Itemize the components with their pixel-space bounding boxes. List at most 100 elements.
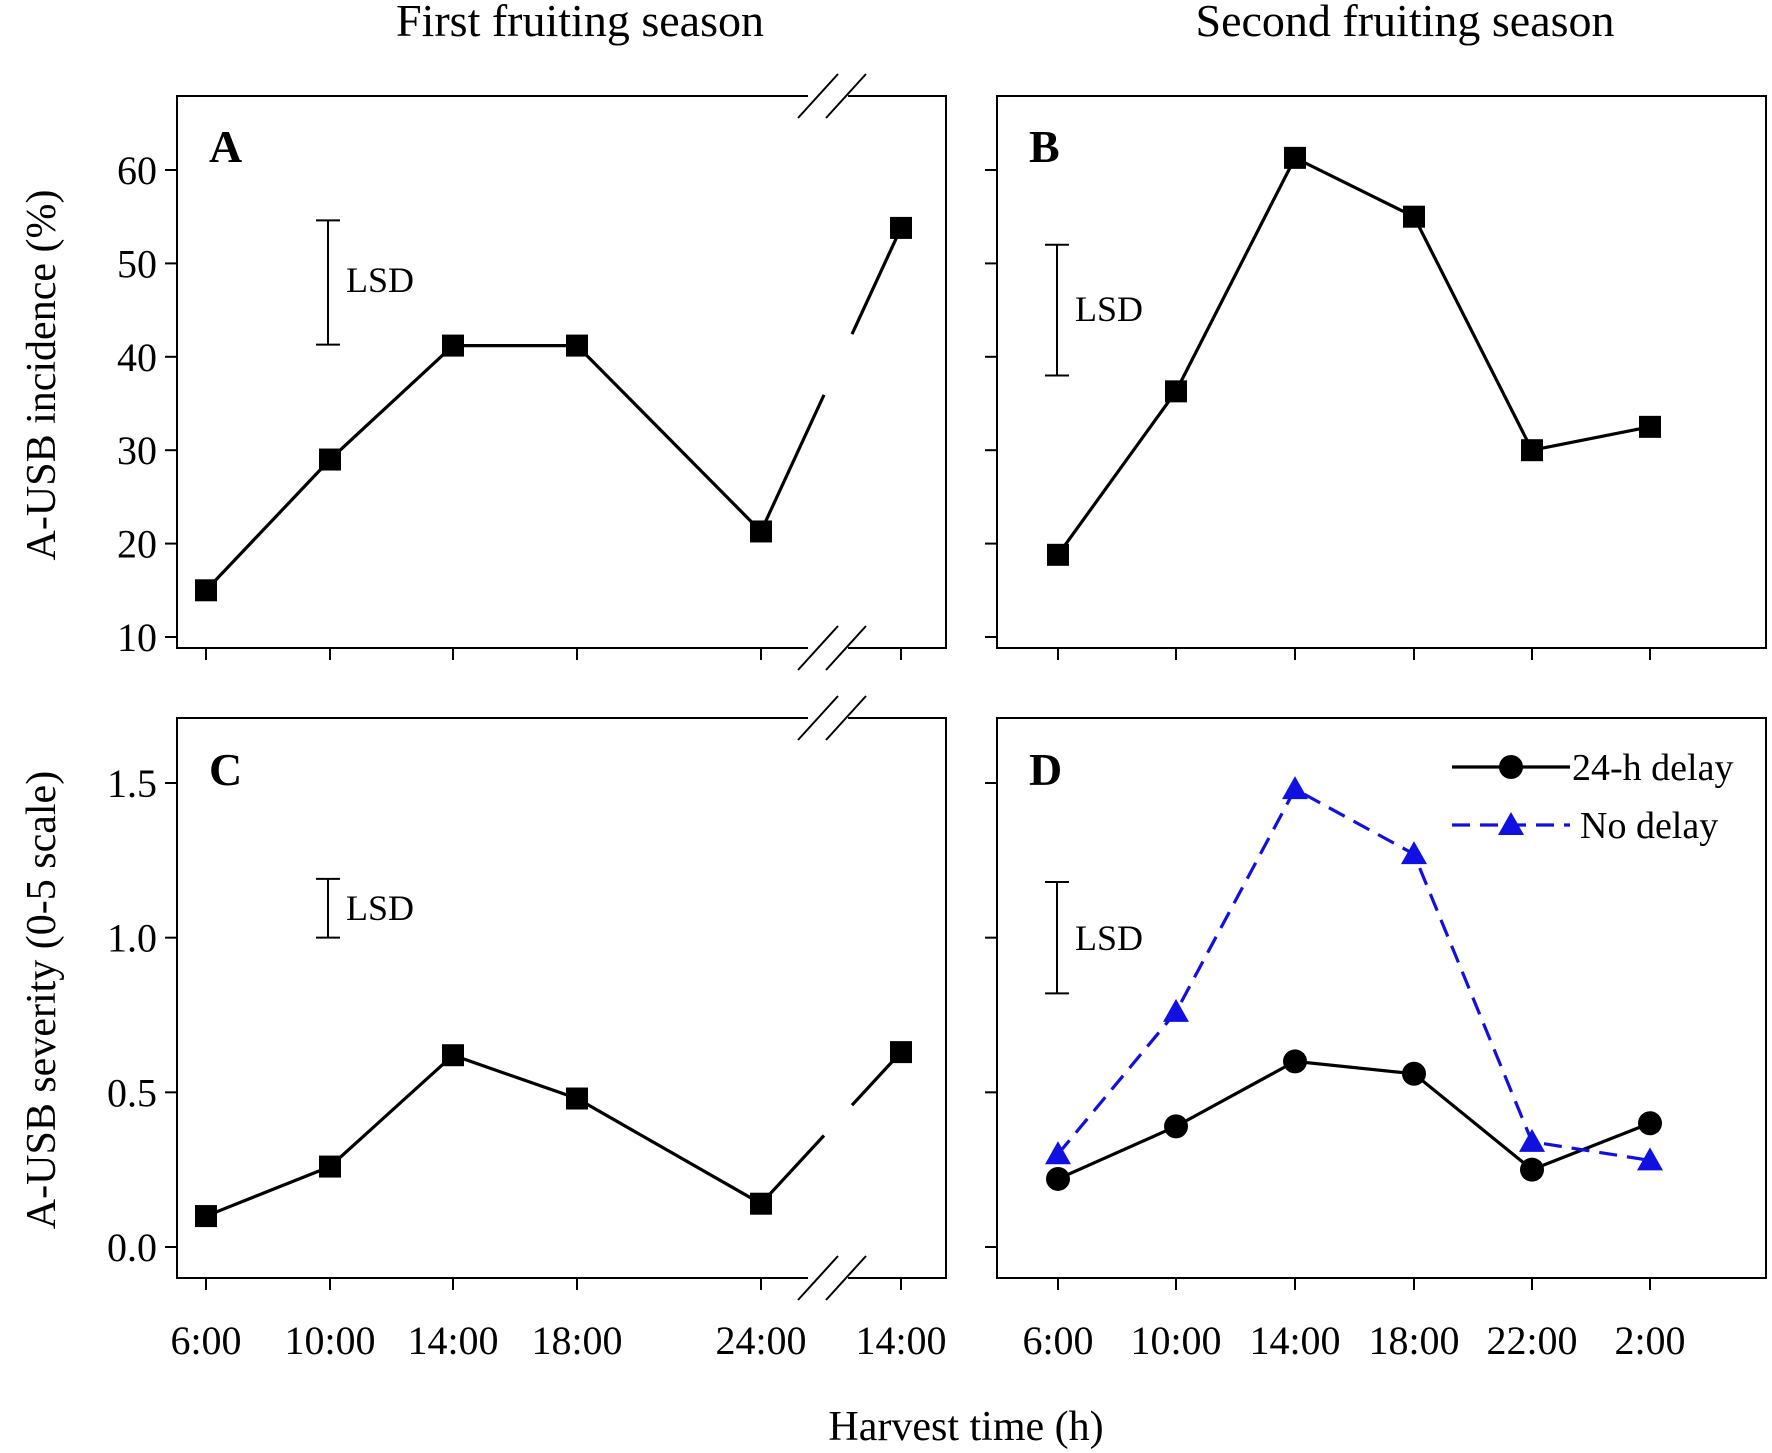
data-point xyxy=(1402,1061,1426,1086)
axis-break-mark xyxy=(825,1255,867,1301)
panel-letter: C xyxy=(209,744,242,795)
data-point xyxy=(1637,1147,1663,1171)
legend-item: No delay xyxy=(1452,805,1718,847)
y-tick-label: 1.0 xyxy=(107,916,157,961)
axis-break-mark xyxy=(825,695,867,741)
data-point xyxy=(442,1044,464,1067)
x-tick-label: 22:00 xyxy=(1486,1318,1577,1363)
plot-frame xyxy=(176,95,947,649)
x-tick-label: 18:00 xyxy=(531,1318,622,1363)
panel-letter: A xyxy=(209,121,242,172)
x-axis-label: Harvest time (h) xyxy=(828,1404,1103,1450)
series-line xyxy=(1056,155,1651,556)
panel-d: D 6:00 10:00 14:00 18:00 22:00 2:00 LSD 24-h del… xyxy=(985,717,1767,1363)
y-tick-label: 40 xyxy=(117,335,157,380)
data-point xyxy=(750,520,772,543)
data-point xyxy=(1283,1049,1307,1074)
axis-break-gap xyxy=(808,694,848,742)
data-point xyxy=(1282,776,1308,800)
lsd-label: LSD xyxy=(1075,918,1143,958)
legend-label: 24-h delay xyxy=(1572,747,1733,789)
y-tick-label: 0.0 xyxy=(107,1225,157,1270)
y-tick-label: 20 xyxy=(117,522,157,567)
panel-b: B LSD xyxy=(985,95,1767,660)
axis-break-gap xyxy=(808,1254,848,1302)
data-point xyxy=(1284,146,1306,169)
x-tick-label: 2:00 xyxy=(1614,1318,1685,1363)
data-point xyxy=(319,448,341,471)
series-0 xyxy=(195,216,912,602)
legend-label: No delay xyxy=(1580,805,1718,847)
plot-frame xyxy=(996,95,1767,649)
col-title-first: First fruiting season xyxy=(396,0,764,46)
series-line xyxy=(205,1053,762,1218)
y-tick-label: 60 xyxy=(117,148,157,193)
data-point xyxy=(1403,205,1425,228)
data-point xyxy=(195,1205,217,1228)
series-0 xyxy=(195,1041,912,1228)
x-tick-label: 6:00 xyxy=(170,1318,241,1363)
lsd-label: LSD xyxy=(1075,289,1143,329)
data-point xyxy=(1521,439,1543,462)
data-point xyxy=(1164,1114,1188,1139)
x-tick-label: 6:00 xyxy=(1022,1318,1093,1363)
y-tick-label: 1.5 xyxy=(107,761,157,806)
y-tick-label: 10 xyxy=(117,615,157,660)
series-1 xyxy=(1045,776,1663,1171)
data-point xyxy=(1520,1157,1544,1182)
axis-break-mark xyxy=(825,625,867,671)
legend-item: 24-h delay xyxy=(1452,747,1733,789)
data-point xyxy=(1046,1166,1070,1191)
col-title-second: Second fruiting season xyxy=(1195,0,1614,46)
axis-break-mark xyxy=(797,695,839,741)
series-line xyxy=(204,343,763,592)
y-axis-label-incidence: A-USB incidence (%) xyxy=(19,190,65,561)
data-point xyxy=(1163,998,1189,1022)
axis-break-mark xyxy=(797,1255,839,1301)
series-line-stub xyxy=(850,227,903,335)
series-line xyxy=(1057,1059,1651,1181)
data-point xyxy=(890,1041,912,1064)
data-point xyxy=(1519,1128,1545,1152)
y-tick-label: 50 xyxy=(117,241,157,286)
legend-marker xyxy=(1498,812,1524,835)
plot-frame xyxy=(996,717,1767,1279)
data-point xyxy=(566,1087,588,1110)
data-point xyxy=(442,334,464,357)
data-point xyxy=(1047,543,1069,566)
x-tick-label: 24:00 xyxy=(715,1318,806,1363)
data-point xyxy=(750,1192,772,1215)
lsd-label: LSD xyxy=(346,260,414,300)
data-point xyxy=(566,334,588,357)
x-tick-label: 10:00 xyxy=(284,1318,375,1363)
y-axis-label-severity: A-USB severity (0-5 scale) xyxy=(19,771,65,1229)
lsd-label: LSD xyxy=(346,888,414,928)
axis-break-mark xyxy=(797,73,839,119)
axis-break-gap xyxy=(808,624,848,672)
series-0 xyxy=(1046,1049,1662,1191)
axis-break-gap xyxy=(808,72,848,120)
data-point xyxy=(1638,1111,1662,1136)
data-point xyxy=(319,1155,341,1178)
series-0 xyxy=(1047,146,1661,566)
data-point xyxy=(195,579,217,602)
data-point xyxy=(1165,380,1187,403)
series-line-stub xyxy=(759,1134,826,1205)
plot-frame xyxy=(176,717,947,1279)
axis-break-mark xyxy=(825,73,867,119)
axis-break-mark xyxy=(797,625,839,671)
y-tick-label: 30 xyxy=(117,428,157,473)
series-line-stub xyxy=(759,394,826,533)
data-point xyxy=(890,216,912,239)
series-line xyxy=(1056,787,1651,1162)
data-point xyxy=(1401,841,1427,865)
x-tick-label: 18:00 xyxy=(1368,1318,1459,1363)
panel-letter: B xyxy=(1029,121,1060,172)
x-tick-label: 14:00 xyxy=(855,1318,946,1363)
y-tick-label: 0.5 xyxy=(107,1070,157,1115)
x-tick-label: 14:00 xyxy=(407,1318,498,1363)
panel-c: C 0.0 0.5 1.0 1.5 6:00 10:00 14:00 18:00 24:00 14:… xyxy=(107,694,947,1363)
data-point xyxy=(1639,415,1661,438)
panel-letter: D xyxy=(1029,744,1062,795)
